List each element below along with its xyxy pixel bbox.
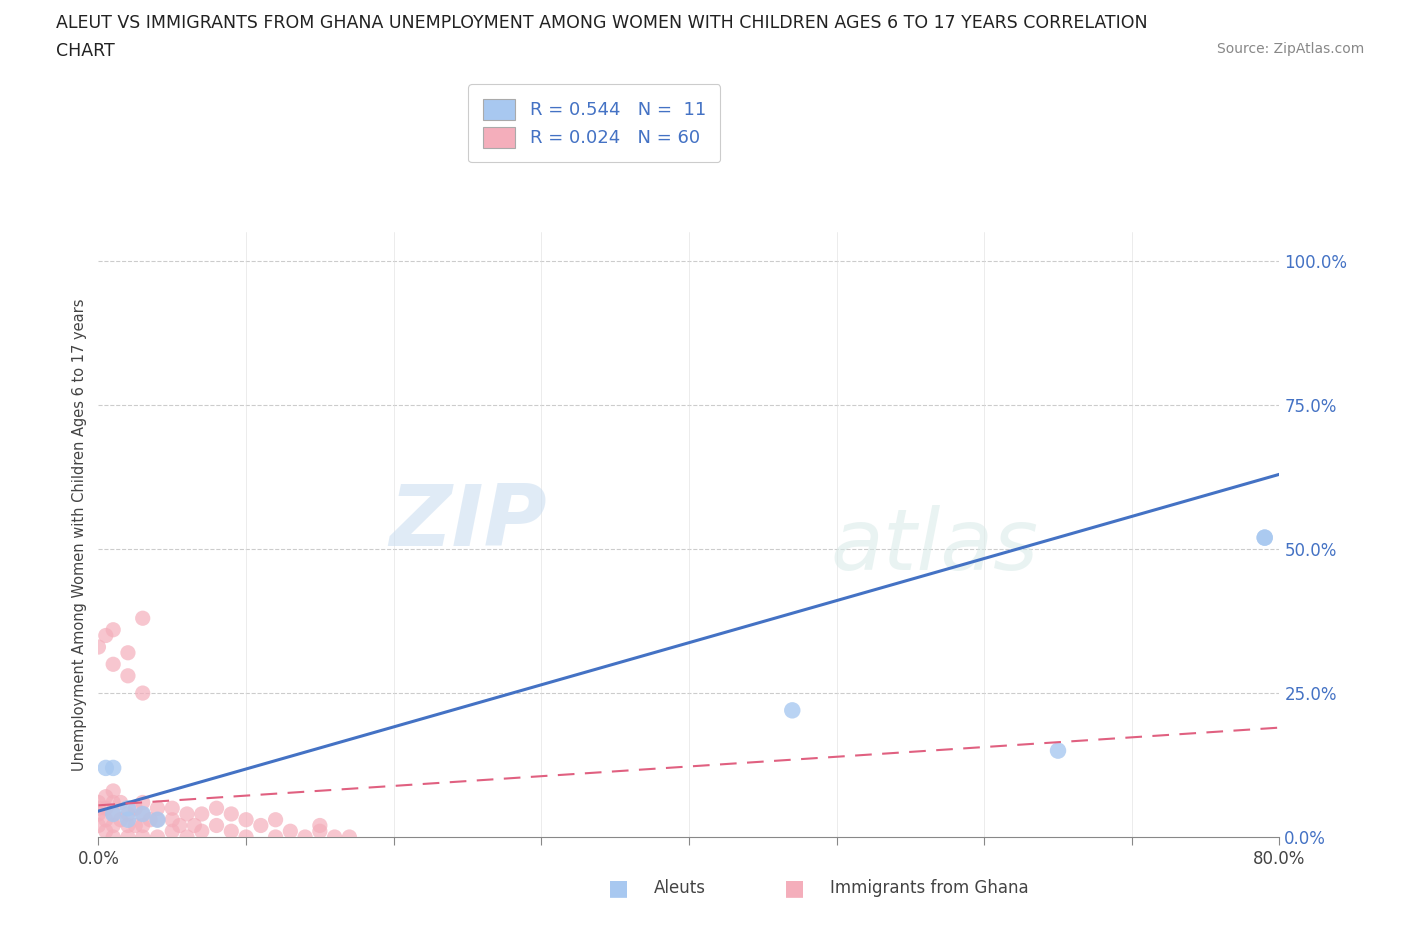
Point	[87, 801, 110, 816]
Text: ALEUT VS IMMIGRANTS FROM GHANA UNEMPLOYMENT AMONG WOMEN WITH CHILDREN AGES 6 TO : ALEUT VS IMMIGRANTS FROM GHANA UNEMPLOYM…	[56, 14, 1147, 32]
Point	[94, 801, 117, 816]
Point	[87, 795, 110, 810]
Point	[117, 812, 139, 827]
Point	[337, 830, 360, 844]
Point	[117, 830, 139, 844]
Point	[117, 669, 139, 684]
Point	[176, 830, 198, 844]
Point	[103, 761, 125, 776]
Point	[94, 824, 117, 839]
Point	[139, 812, 162, 827]
Text: Immigrants from Ghana: Immigrants from Ghana	[830, 879, 1028, 897]
Text: Aleuts: Aleuts	[654, 879, 706, 897]
Point	[309, 818, 332, 833]
Point	[162, 824, 183, 839]
Point	[1254, 530, 1277, 545]
Point	[782, 703, 804, 718]
Point	[264, 812, 287, 827]
Point	[117, 818, 139, 833]
Point	[117, 801, 139, 816]
Point	[146, 830, 169, 844]
Text: ■: ■	[609, 878, 628, 898]
Point	[323, 830, 346, 844]
Point	[176, 806, 198, 821]
Text: ■: ■	[785, 878, 804, 898]
Point	[103, 806, 125, 821]
Point	[117, 806, 139, 821]
Point	[87, 640, 110, 655]
Point	[103, 622, 125, 637]
Legend: R = 0.544   N =  11, R = 0.024   N = 60: R = 0.544 N = 11, R = 0.024 N = 60	[468, 85, 720, 162]
Point	[103, 830, 125, 844]
Point	[1046, 743, 1069, 758]
Point	[94, 790, 117, 804]
Point	[132, 806, 155, 821]
Point	[205, 801, 228, 816]
Point	[103, 795, 125, 810]
Point	[183, 818, 205, 833]
Point	[110, 812, 132, 827]
Point	[103, 783, 125, 798]
Point	[219, 806, 242, 821]
Point	[309, 824, 332, 839]
Point	[132, 611, 155, 626]
Text: ZIP: ZIP	[389, 481, 547, 565]
Point	[103, 818, 125, 833]
Point	[132, 795, 155, 810]
Point	[162, 801, 183, 816]
Point	[103, 657, 125, 671]
Point	[94, 761, 117, 776]
Point	[219, 824, 242, 839]
Point	[132, 818, 155, 833]
Y-axis label: Unemployment Among Women with Children Ages 6 to 17 years: Unemployment Among Women with Children A…	[72, 299, 87, 771]
Point	[132, 685, 155, 700]
Point	[94, 812, 117, 827]
Point	[191, 824, 214, 839]
Point	[87, 806, 110, 821]
Point	[132, 806, 155, 821]
Point	[191, 806, 214, 821]
Point	[87, 818, 110, 833]
Point	[94, 628, 117, 643]
Text: atlas: atlas	[831, 505, 1039, 589]
Point	[110, 795, 132, 810]
Text: CHART: CHART	[56, 42, 115, 60]
Point	[235, 830, 257, 844]
Point	[294, 830, 316, 844]
Point	[278, 824, 302, 839]
Point	[146, 812, 169, 827]
Point	[205, 818, 228, 833]
Point	[124, 801, 146, 816]
Text: Source: ZipAtlas.com: Source: ZipAtlas.com	[1216, 42, 1364, 56]
Point	[235, 812, 257, 827]
Point	[146, 801, 169, 816]
Point	[169, 818, 191, 833]
Point	[124, 818, 146, 833]
Point	[117, 645, 139, 660]
Point	[146, 812, 169, 827]
Point	[1254, 530, 1277, 545]
Point	[264, 830, 287, 844]
Point	[132, 830, 155, 844]
Point	[250, 818, 273, 833]
Point	[162, 812, 183, 827]
Point	[103, 806, 125, 821]
